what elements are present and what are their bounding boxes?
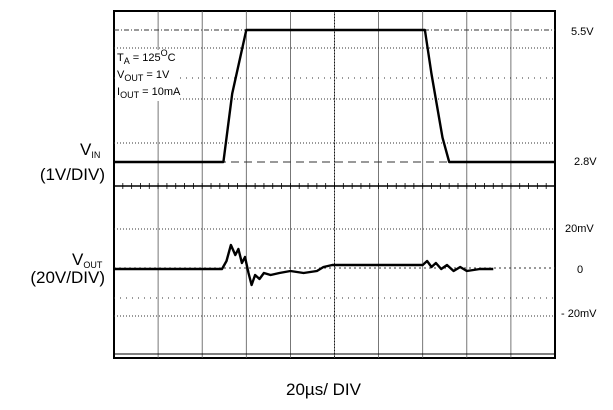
level-label-2v8: 2.8V (574, 156, 597, 168)
vin-trace (114, 28, 555, 164)
grid (113, 10, 556, 359)
conditions-annotation: TA = 125OC VOUT = 1V IOUT = 10mA (117, 48, 181, 101)
iout-condition: IOUT = 10mA (117, 86, 181, 100)
temperature-condition: TA = 125OC (117, 48, 176, 66)
vout-channel-name: VOUT (72, 250, 103, 270)
level-label-5v5: 5.5V (571, 26, 594, 38)
traces (114, 28, 555, 287)
level-label-zero: 0 (577, 264, 584, 276)
vin-channel-scale: (1V/DIV) (39, 165, 105, 184)
vout-channel-scale: (20V/DIV) (30, 268, 105, 287)
vout-condition: VOUT = 1V (117, 69, 170, 83)
level-label-minus-20mv: - 20mV (561, 308, 597, 320)
vout-trace (114, 243, 494, 287)
vin-channel-name: VIN (80, 140, 101, 160)
x-axis-label: 20µs/ DIV (286, 380, 361, 399)
level-label-20mv: 20mV (565, 223, 594, 235)
